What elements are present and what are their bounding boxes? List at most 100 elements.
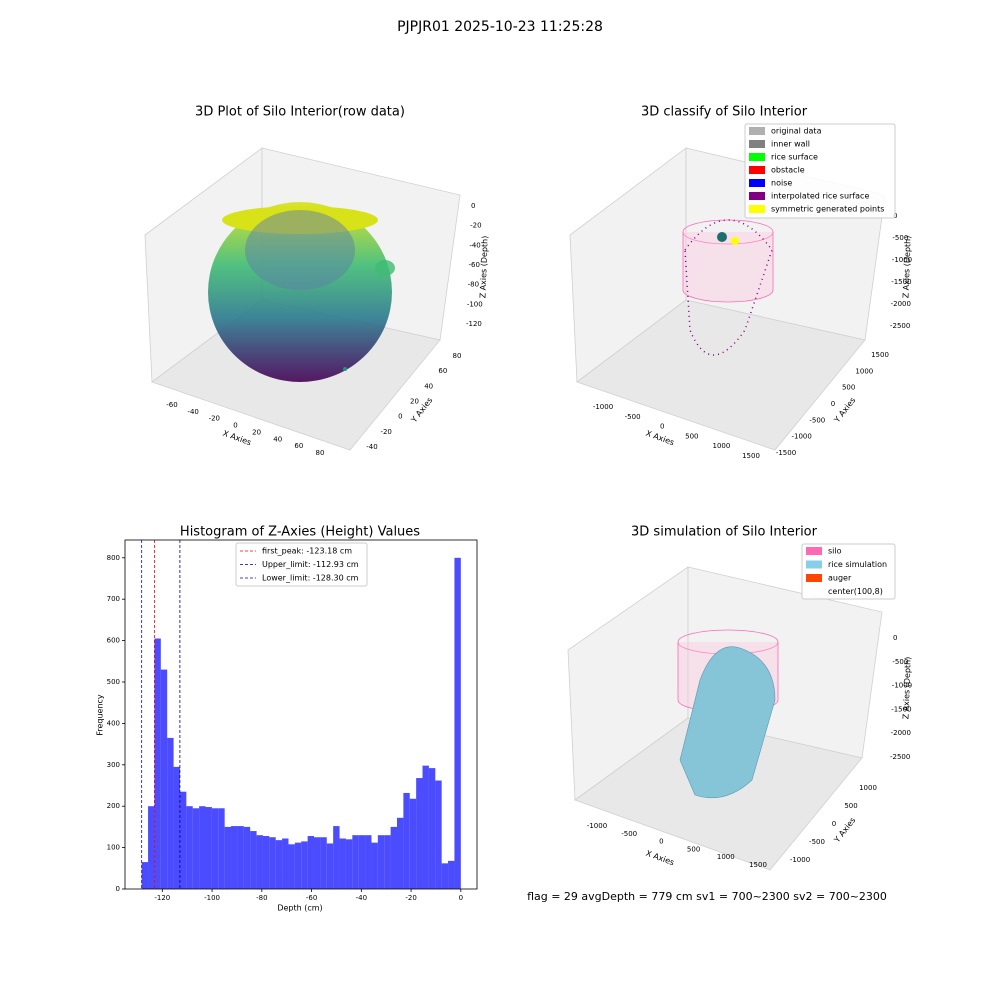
x-tick-label: -500 [621,830,637,838]
bar [211,808,219,889]
x-axis-label: X Axies [645,429,676,448]
legend-swatch [806,560,822,569]
x-tick-label: -20 [405,894,416,902]
x-axis-label: X Axies [222,429,253,448]
legend-swatch [749,192,765,200]
bar [422,765,429,889]
z-tick-label: -40 [469,241,480,249]
z-tick-label: 0 [471,202,475,210]
z-axis-label: Z Axies (Depth) [901,657,912,720]
bar [307,836,315,889]
legend-box [801,543,896,600]
plot-frame [124,539,478,890]
bar [326,843,334,889]
legend-label: symmetric generated points [771,205,884,214]
z-tick-label: -120 [466,320,482,328]
bar [345,839,353,889]
legend-swatch [749,166,765,174]
bar [403,792,410,889]
chart-title: Histogram of Z-Axies (Height) Values [180,525,420,540]
bar [167,737,174,889]
y-tick-label: -40 [366,443,377,451]
y-tick-label: -500 [809,416,825,424]
y-tick-label: 1500 [871,351,889,359]
y-tick-label: 700 [107,595,120,603]
y-tick-label: 0 [832,820,836,828]
y-tick-label: -500 [809,838,825,846]
y-tick-label: -20 [380,428,391,436]
bar [454,557,461,889]
bar [377,835,385,889]
legend-box [235,542,368,587]
z-tick-label: -100 [467,300,483,308]
figure-title: PJPJR01 2025-10-23 11:25:28 [397,19,603,35]
x-tick-label: 0 [459,894,463,902]
bar [250,831,257,889]
bar [435,780,442,889]
x-tick-label: 60 [294,442,303,450]
bar [141,862,149,889]
bar [237,826,244,889]
x-tick-label: -120 [154,894,170,902]
z-tick-label: -2000 [891,300,911,308]
bar [218,808,225,889]
y-tick-label: 1000 [855,367,873,375]
chart-title: 3D classify of Silo Interior [641,105,808,120]
legend-label: rice surface [771,153,818,162]
y-axis-label: Frequency [96,694,105,736]
y-tick-label: 200 [107,802,120,810]
bar [224,826,232,889]
y-tick-label: -1000 [791,433,811,441]
bar [352,835,359,889]
legend-label: original data [771,127,822,136]
z-tick-label: -1000 [892,256,912,264]
y-tick-label: 600 [107,637,120,645]
bar [205,807,212,889]
bar [301,841,308,889]
x-tick-label: 1500 [742,452,760,460]
z-tick-label: -500 [892,658,908,666]
legend-label: rice simulation [828,560,887,569]
z-tick-label: -1500 [891,278,911,286]
bar [256,835,263,889]
y-tick-label: 60 [438,367,447,375]
z-tick-label: -1000 [892,682,912,690]
x-tick-label: 0 [233,422,237,430]
x-tick-label: 1000 [717,853,735,861]
y-tick-label: 1000 [859,784,877,792]
y-tick-label: -1500 [776,449,796,457]
legend-label: interpolated rice surface [771,192,869,201]
bar [288,844,295,889]
bar [441,863,449,889]
legend-box [744,123,896,219]
bar [243,826,251,889]
z-tick-label: -60 [469,261,480,269]
z-tick-label: -2500 [890,322,910,330]
x-tick-label: -40 [187,408,198,416]
y-tick-label: 800 [107,554,120,562]
chart-title: 3D simulation of Silo Interior [631,525,818,540]
x-tick-label: 0 [660,423,664,431]
x-tick-label: 20 [252,428,261,436]
bar [179,791,187,889]
x-tick-label: 1500 [749,861,767,869]
legend-label: Lower_limit: -128.30 cm [262,574,359,583]
x-tick-label: 500 [685,432,698,440]
legend-swatch [749,205,765,213]
legend-swatch [806,547,822,555]
x-axis-label: Depth (cm) [277,904,322,913]
bar [192,808,200,889]
bar [160,669,168,889]
bar [384,835,391,889]
chart-title: 3D Plot of Silo Interior(row data) [195,105,405,120]
x-axis-label: X Axies [645,849,676,868]
legend-swatch [806,574,822,582]
y-tick-label: 40 [424,382,433,390]
x-tick-label: 1000 [712,442,730,450]
z-axis-label: Z Axies (Depth) [901,236,912,299]
y-tick-label: 0 [831,400,835,408]
z-tick-label: -2000 [891,729,911,737]
legend-swatch [749,153,765,161]
z-tick-label: -500 [892,234,908,242]
